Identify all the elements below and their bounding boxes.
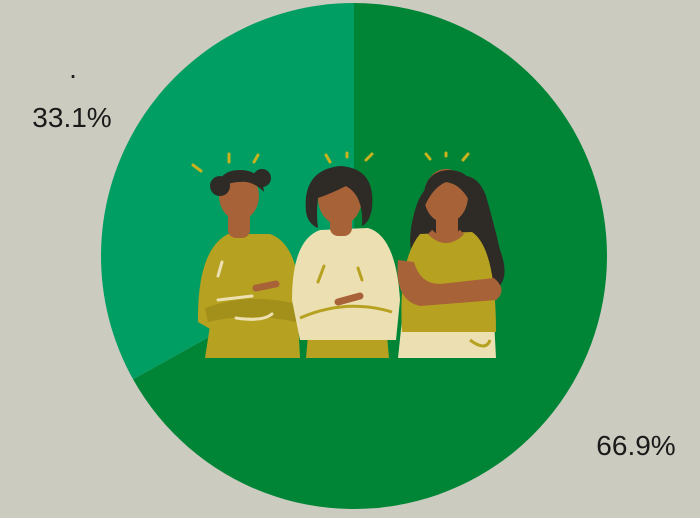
sparkle-icon [191,151,470,173]
slice-label-2: 33.1% [32,102,111,133]
slice-label-1: 66.9% [596,430,675,461]
women-illustration [191,151,505,358]
woman-right [397,169,505,358]
woman-middle [292,166,400,358]
woman-left [197,169,300,358]
slice-name-2: . [69,53,77,84]
